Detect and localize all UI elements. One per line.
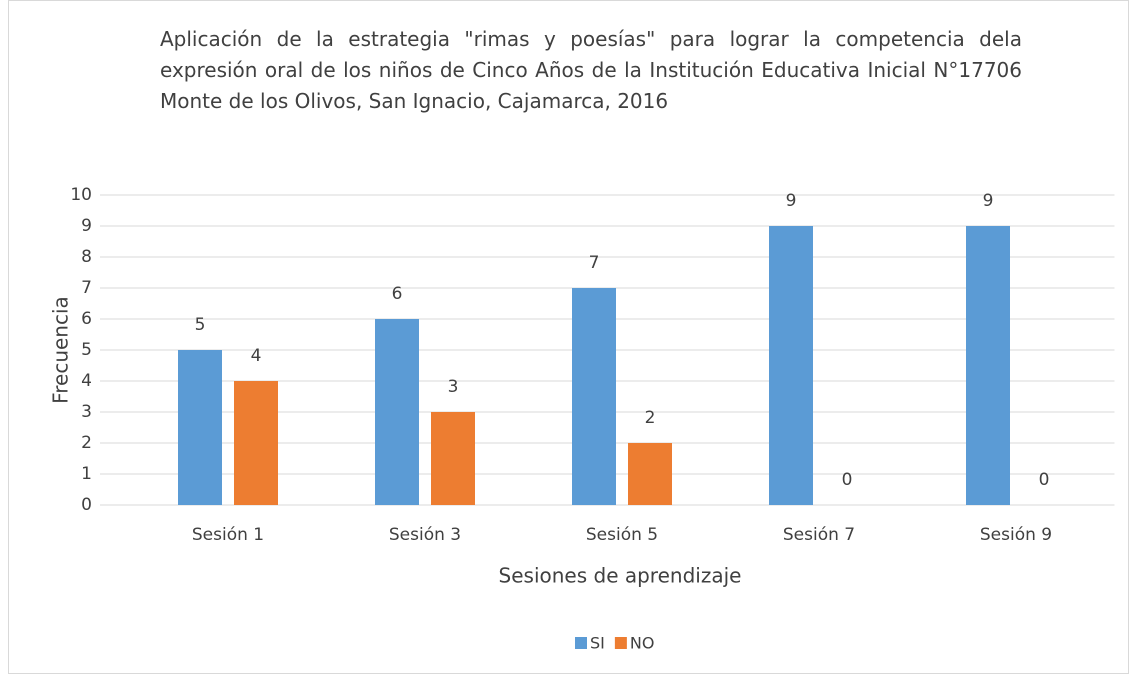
y-axis-label: Frecuencia (49, 296, 73, 404)
legend-label: NO (630, 634, 655, 653)
y-tick-label: 2 (81, 433, 92, 453)
data-label: 9 (786, 191, 797, 211)
data-label: 4 (251, 346, 262, 366)
data-label: 9 (983, 191, 994, 211)
y-tick-label: 8 (81, 247, 92, 267)
y-tick-label: 5 (81, 340, 92, 360)
data-label: 0 (842, 470, 853, 490)
x-tick-label: Sesión 5 (586, 525, 658, 545)
x-axis-label: Sesiones de aprendizaje (499, 564, 742, 588)
x-tick-label: Sesión 9 (980, 525, 1052, 545)
y-tick-label: 6 (81, 309, 92, 329)
data-label: 5 (195, 315, 206, 335)
x-tick-label: Sesión 1 (192, 525, 264, 545)
legend-swatch (614, 637, 627, 649)
chart-border (8, 0, 1129, 674)
bar (628, 443, 672, 505)
bar (966, 226, 1010, 505)
data-label: 7 (589, 253, 600, 273)
data-label: 0 (1039, 470, 1050, 490)
y-tick-label: 1 (81, 464, 92, 484)
bar (572, 288, 616, 505)
bar (178, 350, 222, 505)
x-tick-label: Sesión 3 (389, 525, 461, 545)
bar (431, 412, 475, 505)
y-tick-label: 0 (81, 495, 92, 515)
legend-label: SI (590, 634, 605, 653)
bar (234, 381, 278, 505)
bar (769, 226, 813, 505)
y-tick-label: 3 (81, 402, 92, 422)
data-label: 3 (448, 377, 459, 397)
data-label: 2 (645, 408, 656, 428)
x-tick-label: Sesión 7 (783, 525, 855, 545)
chart-title: Aplicación de la estrategia "rimas y poe… (160, 27, 1022, 113)
legend-swatch (575, 637, 587, 649)
y-tick-label: 9 (81, 216, 92, 236)
data-label: 6 (392, 284, 403, 304)
y-tick-label: 7 (81, 278, 92, 298)
y-tick-label: 10 (70, 185, 92, 205)
bar (375, 319, 419, 505)
y-tick-label: 4 (81, 371, 92, 391)
